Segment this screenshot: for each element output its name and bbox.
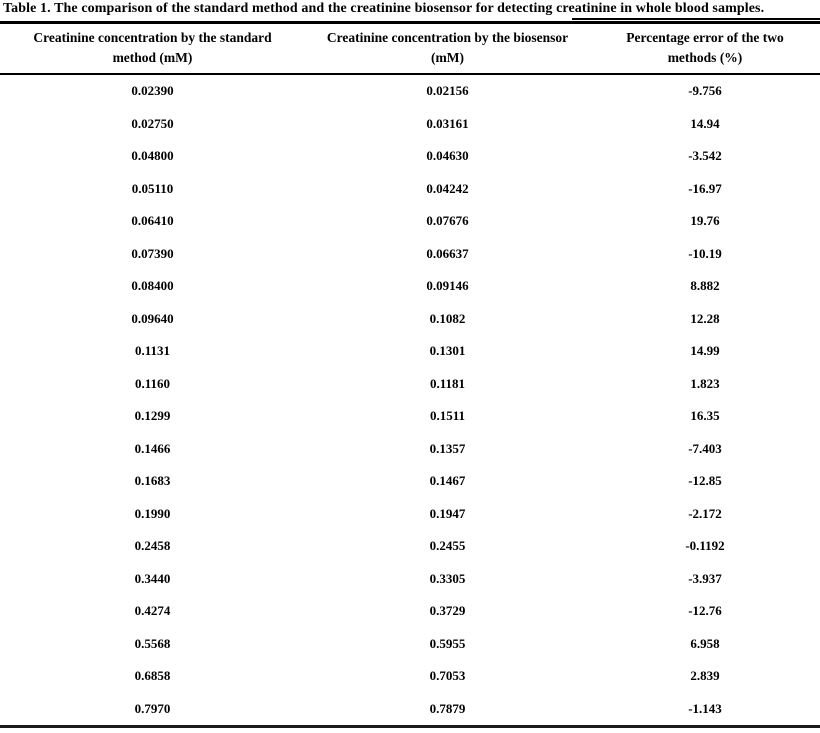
cell-biosensor: 0.03161 [426,115,469,131]
table-row: 0.02750 0.03161 14.94 [0,108,820,141]
cell-percentage-error: -16.97 [688,180,722,196]
cell-percentage-error: -10.19 [688,245,722,261]
cell-standard-method: 0.1466 [134,440,171,456]
cell-biosensor: 0.06637 [426,245,469,261]
cell-standard-method: 0.06410 [131,213,174,229]
cell-percentage-error: 6.958 [690,635,720,651]
table-row: 0.2458 0.2455 -0.1192 [0,530,820,563]
table-row: 0.04800 0.04630 -3.542 [0,140,820,173]
cell-standard-method: 0.6858 [134,668,171,684]
cell-standard-method: 0.07390 [131,245,174,261]
cell-percentage-error: -0.1192 [685,538,725,554]
cell-percentage-error: 8.882 [690,278,720,294]
table-row: 0.1160 0.1181 1.823 [0,368,820,401]
cell-biosensor: 0.09146 [426,278,469,294]
table-row: 0.1299 0.1511 16.35 [0,400,820,433]
cell-percentage-error: 19.76 [690,213,720,229]
cell-standard-method: 0.09640 [131,310,174,326]
table-row: 0.1466 0.1357 -7.403 [0,433,820,466]
cell-percentage-error: -1.143 [688,700,722,716]
table-body: 0.02390 0.02156 -9.756 0.02750 0.03161 1… [0,75,820,725]
table-row: 0.6858 0.7053 2.839 [0,660,820,693]
cell-standard-method: 0.3440 [134,570,171,586]
cell-biosensor: 0.1357 [429,440,466,456]
table-row: 0.09640 0.1082 12.28 [0,303,820,336]
cell-biosensor: 0.3729 [429,603,466,619]
cell-percentage-error: -9.756 [688,83,722,99]
cell-standard-method: 0.2458 [134,538,171,554]
cell-standard-method: 0.1160 [134,375,171,391]
cell-biosensor: 0.07676 [426,213,469,229]
table-row: 0.1131 0.1301 14.99 [0,335,820,368]
cell-standard-method: 0.7970 [134,700,171,716]
table-row: 0.05110 0.04242 -16.97 [0,173,820,206]
cell-standard-method: 0.1683 [134,473,171,489]
table-row: 0.02390 0.02156 -9.756 [0,75,820,108]
cell-biosensor: 0.1082 [429,310,466,326]
cell-standard-method: 0.5568 [134,635,171,651]
table-row: 0.1990 0.1947 -2.172 [0,498,820,531]
title-rule [0,21,820,24]
table-row: 0.08400 0.09146 8.882 [0,270,820,303]
cell-percentage-error: 16.35 [690,408,720,424]
cell-percentage-error: 14.99 [690,343,720,359]
cell-biosensor: 0.1511 [429,408,466,424]
cell-biosensor: 0.3305 [429,570,466,586]
cell-biosensor: 0.1181 [429,375,466,391]
cell-percentage-error: -2.172 [688,505,722,521]
cell-biosensor: 0.02156 [426,83,469,99]
table-title: Table 1. The comparison of the standard … [3,1,765,16]
title-rule-artifact [572,17,820,20]
table-header-row: Creatinine concentration by the standard… [0,24,820,73]
cell-standard-method: 0.4274 [134,603,171,619]
cell-biosensor: 0.1947 [429,505,466,521]
cell-percentage-error: 14.94 [690,115,720,131]
cell-biosensor: 0.5955 [429,635,466,651]
cell-standard-method: 0.1131 [134,343,171,359]
cell-percentage-error: -3.937 [688,570,722,586]
table-row: 0.5568 0.5955 6.958 [0,628,820,661]
table-row: 0.4274 0.3729 -12.76 [0,595,820,628]
header-rule [0,72,820,75]
table-row: 0.7970 0.7879 -1.143 [0,693,820,726]
cell-percentage-error: -12.85 [688,473,722,489]
cell-percentage-error: 12.28 [690,310,720,326]
cell-standard-method: 0.04800 [131,148,174,164]
table-row: 0.07390 0.06637 -10.19 [0,238,820,271]
column-header-standard-method: Creatinine concentration by the standard… [33,30,272,65]
table-row: 0.06410 0.07676 19.76 [0,205,820,238]
cell-standard-method: 0.02390 [131,83,174,99]
cell-standard-method: 0.1299 [134,408,171,424]
cell-percentage-error: -3.542 [688,148,722,164]
table-row: 0.3440 0.3305 -3.937 [0,563,820,596]
cell-biosensor: 0.7053 [429,668,466,684]
bottom-rule [0,725,820,728]
cell-standard-method: 0.08400 [131,278,174,294]
cell-standard-method: 0.05110 [131,180,174,196]
cell-standard-method: 0.1990 [134,505,171,521]
cell-biosensor: 0.04630 [426,148,469,164]
cell-biosensor: 0.1301 [429,343,466,359]
cell-biosensor: 0.04242 [426,180,469,196]
cell-biosensor: 0.2455 [429,538,466,554]
cell-percentage-error: 2.839 [690,668,720,684]
cell-percentage-error: -12.76 [688,603,722,619]
table-row: 0.1683 0.1467 -12.85 [0,465,820,498]
cell-biosensor: 0.1467 [429,473,466,489]
cell-standard-method: 0.02750 [131,115,174,131]
cell-percentage-error: -7.403 [688,440,722,456]
cell-percentage-error: 1.823 [690,375,720,391]
cell-biosensor: 0.7879 [429,700,466,716]
column-header-biosensor: Creatinine concentration by the biosenso… [326,30,569,65]
column-header-percentage-error: Percentage error of the two methods (%) [626,30,784,65]
